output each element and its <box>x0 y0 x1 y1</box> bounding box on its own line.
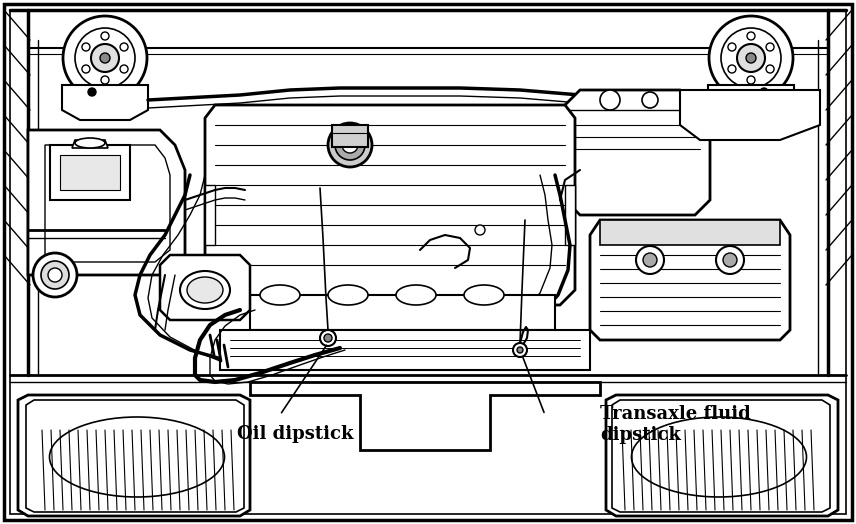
Circle shape <box>48 268 62 282</box>
Polygon shape <box>72 140 108 148</box>
Polygon shape <box>160 255 250 320</box>
Polygon shape <box>205 185 215 245</box>
Circle shape <box>100 53 110 63</box>
Circle shape <box>517 347 523 353</box>
Circle shape <box>747 32 755 40</box>
Circle shape <box>737 44 765 72</box>
Circle shape <box>328 123 372 167</box>
Circle shape <box>101 76 109 84</box>
FancyBboxPatch shape <box>332 125 368 147</box>
Circle shape <box>643 253 657 267</box>
Circle shape <box>746 53 756 63</box>
Circle shape <box>91 44 119 72</box>
Text: Transaxle fluid
dipstick: Transaxle fluid dipstick <box>600 405 751 444</box>
Circle shape <box>75 28 135 88</box>
Circle shape <box>120 65 128 73</box>
Polygon shape <box>250 382 600 450</box>
Ellipse shape <box>328 285 368 305</box>
Circle shape <box>709 16 793 100</box>
Ellipse shape <box>187 277 223 303</box>
Circle shape <box>766 65 774 73</box>
Circle shape <box>642 92 658 108</box>
Ellipse shape <box>75 138 105 148</box>
Polygon shape <box>590 220 790 340</box>
Circle shape <box>82 43 90 51</box>
Circle shape <box>88 88 96 96</box>
Text: Oil dipstick: Oil dipstick <box>237 425 354 443</box>
Ellipse shape <box>260 285 300 305</box>
Circle shape <box>475 225 485 235</box>
Circle shape <box>600 90 620 110</box>
Polygon shape <box>250 295 555 330</box>
Ellipse shape <box>50 417 224 497</box>
Polygon shape <box>60 155 120 190</box>
Ellipse shape <box>464 285 504 305</box>
Circle shape <box>324 334 332 342</box>
Polygon shape <box>708 85 794 120</box>
Polygon shape <box>680 90 820 140</box>
Circle shape <box>766 43 774 51</box>
Circle shape <box>320 330 336 346</box>
Ellipse shape <box>632 417 806 497</box>
Polygon shape <box>62 85 148 120</box>
Circle shape <box>82 65 90 73</box>
Circle shape <box>33 253 77 297</box>
Circle shape <box>723 253 737 267</box>
Circle shape <box>41 261 69 289</box>
Circle shape <box>63 16 147 100</box>
Circle shape <box>120 43 128 51</box>
Polygon shape <box>205 105 575 305</box>
Circle shape <box>721 28 781 88</box>
Polygon shape <box>50 145 130 200</box>
Circle shape <box>747 76 755 84</box>
Polygon shape <box>18 395 250 516</box>
Circle shape <box>636 246 664 274</box>
Circle shape <box>760 88 768 96</box>
Circle shape <box>728 65 736 73</box>
Polygon shape <box>565 90 710 215</box>
Polygon shape <box>26 400 244 512</box>
Circle shape <box>513 343 527 357</box>
Polygon shape <box>220 330 590 370</box>
Polygon shape <box>612 400 830 512</box>
Polygon shape <box>606 395 838 516</box>
Circle shape <box>342 137 358 153</box>
Polygon shape <box>45 145 170 262</box>
Ellipse shape <box>180 271 230 309</box>
Ellipse shape <box>396 285 436 305</box>
Polygon shape <box>565 185 575 245</box>
Polygon shape <box>28 130 185 275</box>
FancyBboxPatch shape <box>4 4 852 520</box>
Circle shape <box>728 43 736 51</box>
Polygon shape <box>600 220 780 245</box>
Circle shape <box>716 246 744 274</box>
Circle shape <box>101 32 109 40</box>
Circle shape <box>335 130 365 160</box>
